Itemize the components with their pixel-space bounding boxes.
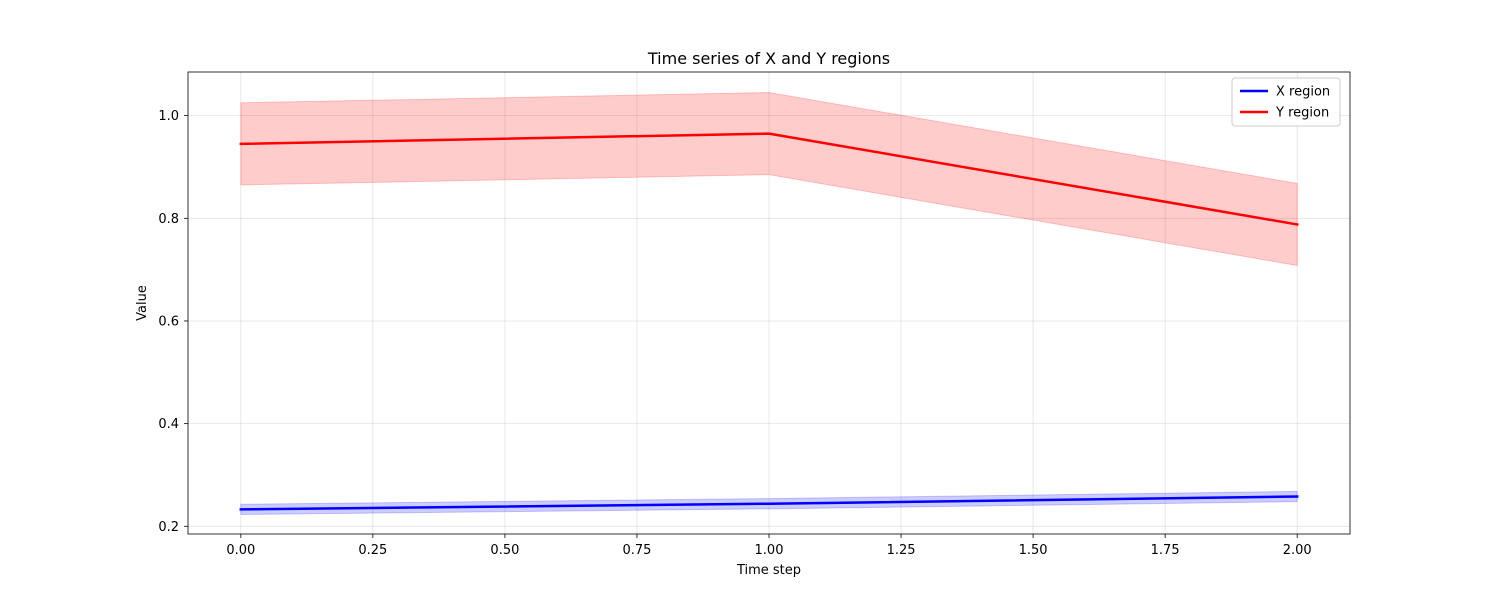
- x-tick-label: 0.25: [358, 543, 387, 558]
- y-tick-label: 0.8: [158, 212, 179, 227]
- x-tick-label: 0.50: [490, 543, 519, 558]
- y-axis-label: Value: [135, 285, 150, 321]
- x-tick-label: 1.25: [887, 543, 916, 558]
- legend: X region Y region: [1231, 77, 1341, 127]
- x-tick-label: 0.00: [226, 543, 255, 558]
- x-region-line: [239, 495, 1299, 511]
- legend-label-x-region: X region: [1276, 85, 1330, 100]
- y-tick-label: 1.0: [158, 109, 179, 124]
- y-tick-label: 0.4: [158, 417, 179, 432]
- y-region-line: [239, 132, 1299, 226]
- series-lines: [239, 132, 1299, 511]
- x-tick-label: 1.50: [1019, 543, 1048, 558]
- x-tick-label: 2.00: [1283, 543, 1312, 558]
- x-tick-label: 0.75: [622, 543, 651, 558]
- y-region-band: [240, 92, 1298, 267]
- x-tick-label: 1.75: [1151, 543, 1180, 558]
- chart-title: Time series of X and Y regions: [647, 49, 890, 68]
- y-axis-ticks: 0.2 0.4 0.6 0.8 1.0: [158, 109, 188, 535]
- y-tick-label: 0.2: [158, 520, 179, 535]
- legend-label-y-region: Y region: [1275, 106, 1329, 121]
- grid: [188, 72, 1350, 534]
- x-tick-label: 1.00: [755, 543, 784, 558]
- y-tick-label: 0.6: [158, 314, 179, 329]
- x-axis-ticks: 0.00 0.25 0.50 0.75 1.00 1.25 1.50 1.75 2.00: [226, 534, 1312, 558]
- x-axis-label: Time step: [736, 563, 801, 578]
